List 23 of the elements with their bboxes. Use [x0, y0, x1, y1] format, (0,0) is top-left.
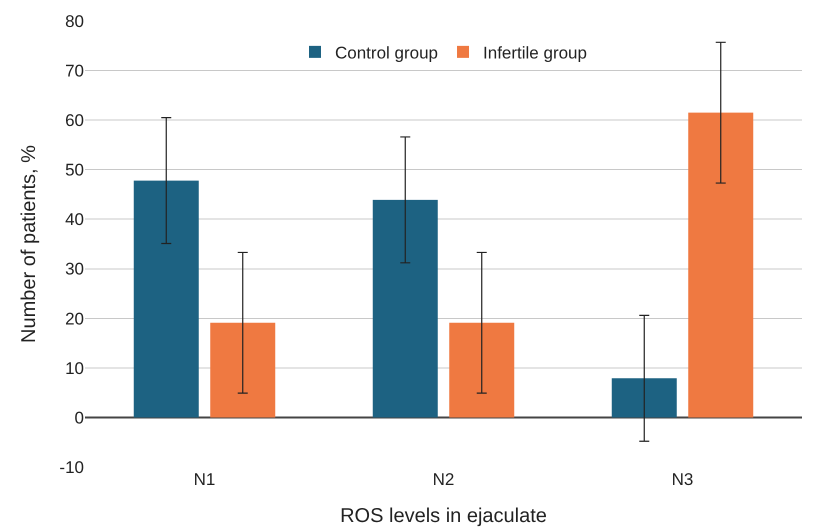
bar [612, 378, 677, 418]
y-axis-title: Number of patients, % [18, 144, 40, 343]
x-axis-title: ROS levels in ejaculate [340, 505, 547, 527]
y-tick-label: 0 [74, 408, 84, 428]
bar [134, 180, 199, 418]
y-tick-label: -10 [59, 458, 84, 477]
y-tick-label: 60 [65, 111, 84, 130]
y-tick-label: 50 [65, 160, 84, 180]
bar [688, 112, 754, 418]
bar [210, 322, 276, 418]
y-tick-label: 30 [65, 260, 84, 279]
legend-label: Infertile group [483, 44, 587, 63]
x-tick-label: N3 [672, 470, 694, 489]
y-tick-label: 70 [65, 62, 84, 81]
y-tick-label: 80 [65, 12, 84, 31]
x-tick-label: N2 [432, 470, 454, 489]
y-tick-label: 40 [65, 210, 84, 230]
y-tick-label: 20 [65, 309, 84, 328]
bar [449, 322, 514, 418]
y-tick-label: 10 [65, 358, 84, 378]
legend-label: Control group [335, 44, 438, 63]
bar [372, 200, 438, 418]
x-tick-label: N1 [194, 470, 216, 489]
